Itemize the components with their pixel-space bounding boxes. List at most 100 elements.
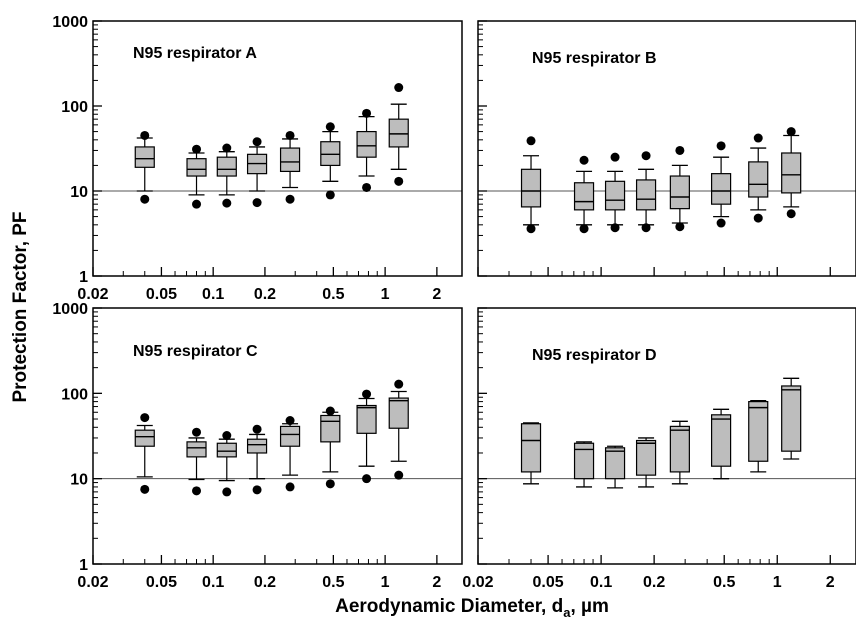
plot-frame [477,20,856,277]
box-8 [781,127,802,219]
panel-title: N95 respirator A [133,45,257,62]
outlier-point [675,222,685,232]
box-4 [635,151,657,233]
outlier-point [786,209,796,219]
panel-2: N95 respirator B [477,20,856,277]
box-body [186,158,207,177]
box-4 [246,137,268,208]
y-tick-label: 10 [70,184,88,201]
box-5 [669,420,690,485]
outlier-point [325,122,335,132]
y-tick-label: 1000 [52,14,88,31]
x-tick-label: 0.2 [254,574,276,591]
box-body [573,442,595,480]
box-body [604,180,626,211]
x-tick-label: 0.05 [146,574,177,591]
box-2 [573,155,595,234]
box-7 [748,133,769,223]
box-5 [669,145,690,232]
box-body [388,118,409,148]
box-8 [781,377,802,460]
box-body [279,147,301,173]
outlier-point [394,176,404,186]
outlier-point [222,431,232,441]
box-3 [216,143,237,208]
x-tick-label: 0.2 [254,286,276,303]
box-body [216,156,237,177]
outlier-point [325,190,335,200]
panel-title: N95 respirator B [532,50,657,67]
x-tick-label: 0.02 [77,286,108,303]
outlier-point [394,470,404,480]
box-body [573,182,595,211]
box-body [134,146,155,168]
x-tick-label: 0.1 [202,286,224,303]
box-body [710,414,732,467]
box-2 [186,427,207,496]
box-1 [520,422,542,485]
box-body [635,179,657,211]
x-tick-label: 1 [773,574,782,591]
outlier-point [526,224,536,234]
plot-frame [92,307,463,565]
box-body [748,401,769,462]
outlier-point [285,416,295,426]
outlier-point [222,487,232,497]
box-4 [246,424,268,495]
x-tick-label: 0.2 [643,574,665,591]
panel-title: N95 respirator C [133,343,258,360]
x-tick-label: 1 [381,574,390,591]
x-tick-label: 0.5 [713,574,735,591]
y-tick-label: 1 [79,557,88,574]
panel-4: 0.02 0.05 0.1 0.2 0.5 1 2 N95 respirator D [462,307,856,591]
box-body [520,168,542,208]
outlier-point [140,130,150,140]
outlier-point [394,379,404,389]
outlier-point [325,479,335,489]
box-8 [388,379,409,480]
x-tick-label: 2 [826,574,835,591]
outlier-point [285,130,295,140]
box-body [710,173,732,205]
box-6 [320,406,341,489]
box-body [669,425,690,473]
outlier-point [716,218,726,228]
y-tick-label: 100 [61,99,88,116]
outlier-point [140,484,150,494]
box-body [356,130,377,158]
x-tick-label: 2 [432,286,441,303]
outlier-point [641,151,651,161]
x-tick-label: 0.1 [590,574,612,591]
box-3 [604,445,626,489]
box-body [134,429,155,447]
panel-3: 1 10 100 1000 0.02 0.05 0.1 0.2 0.5 1 2 N95 respira… [52,301,463,591]
outlier-point [192,486,202,496]
box-2 [186,144,207,209]
outlier-point [192,427,202,437]
outlier-point [753,213,763,223]
box-3 [216,431,237,497]
outlier-point [285,482,295,492]
y-tick-label: 10 [70,472,88,489]
box-body [246,438,268,454]
box-body [781,385,802,452]
outlier-point [716,141,726,151]
outlier-point [362,182,372,192]
outlier-point [579,224,589,234]
x-axis-label-suffix: , µm [570,596,608,617]
box-4 [635,437,657,488]
plot-frame [477,307,856,565]
box-body [356,404,377,434]
outlier-point [394,83,404,93]
outlier-point [362,108,372,118]
y-axis-label: Protection Factor, PF [10,211,31,402]
box-6 [710,141,732,228]
outlier-point [222,198,232,208]
outlier-point [140,194,150,204]
box-2 [573,441,595,488]
x-tick-label: 0.5 [322,286,344,303]
outlier-point [610,223,620,233]
outlier-point [753,133,763,143]
box-body [635,439,657,476]
